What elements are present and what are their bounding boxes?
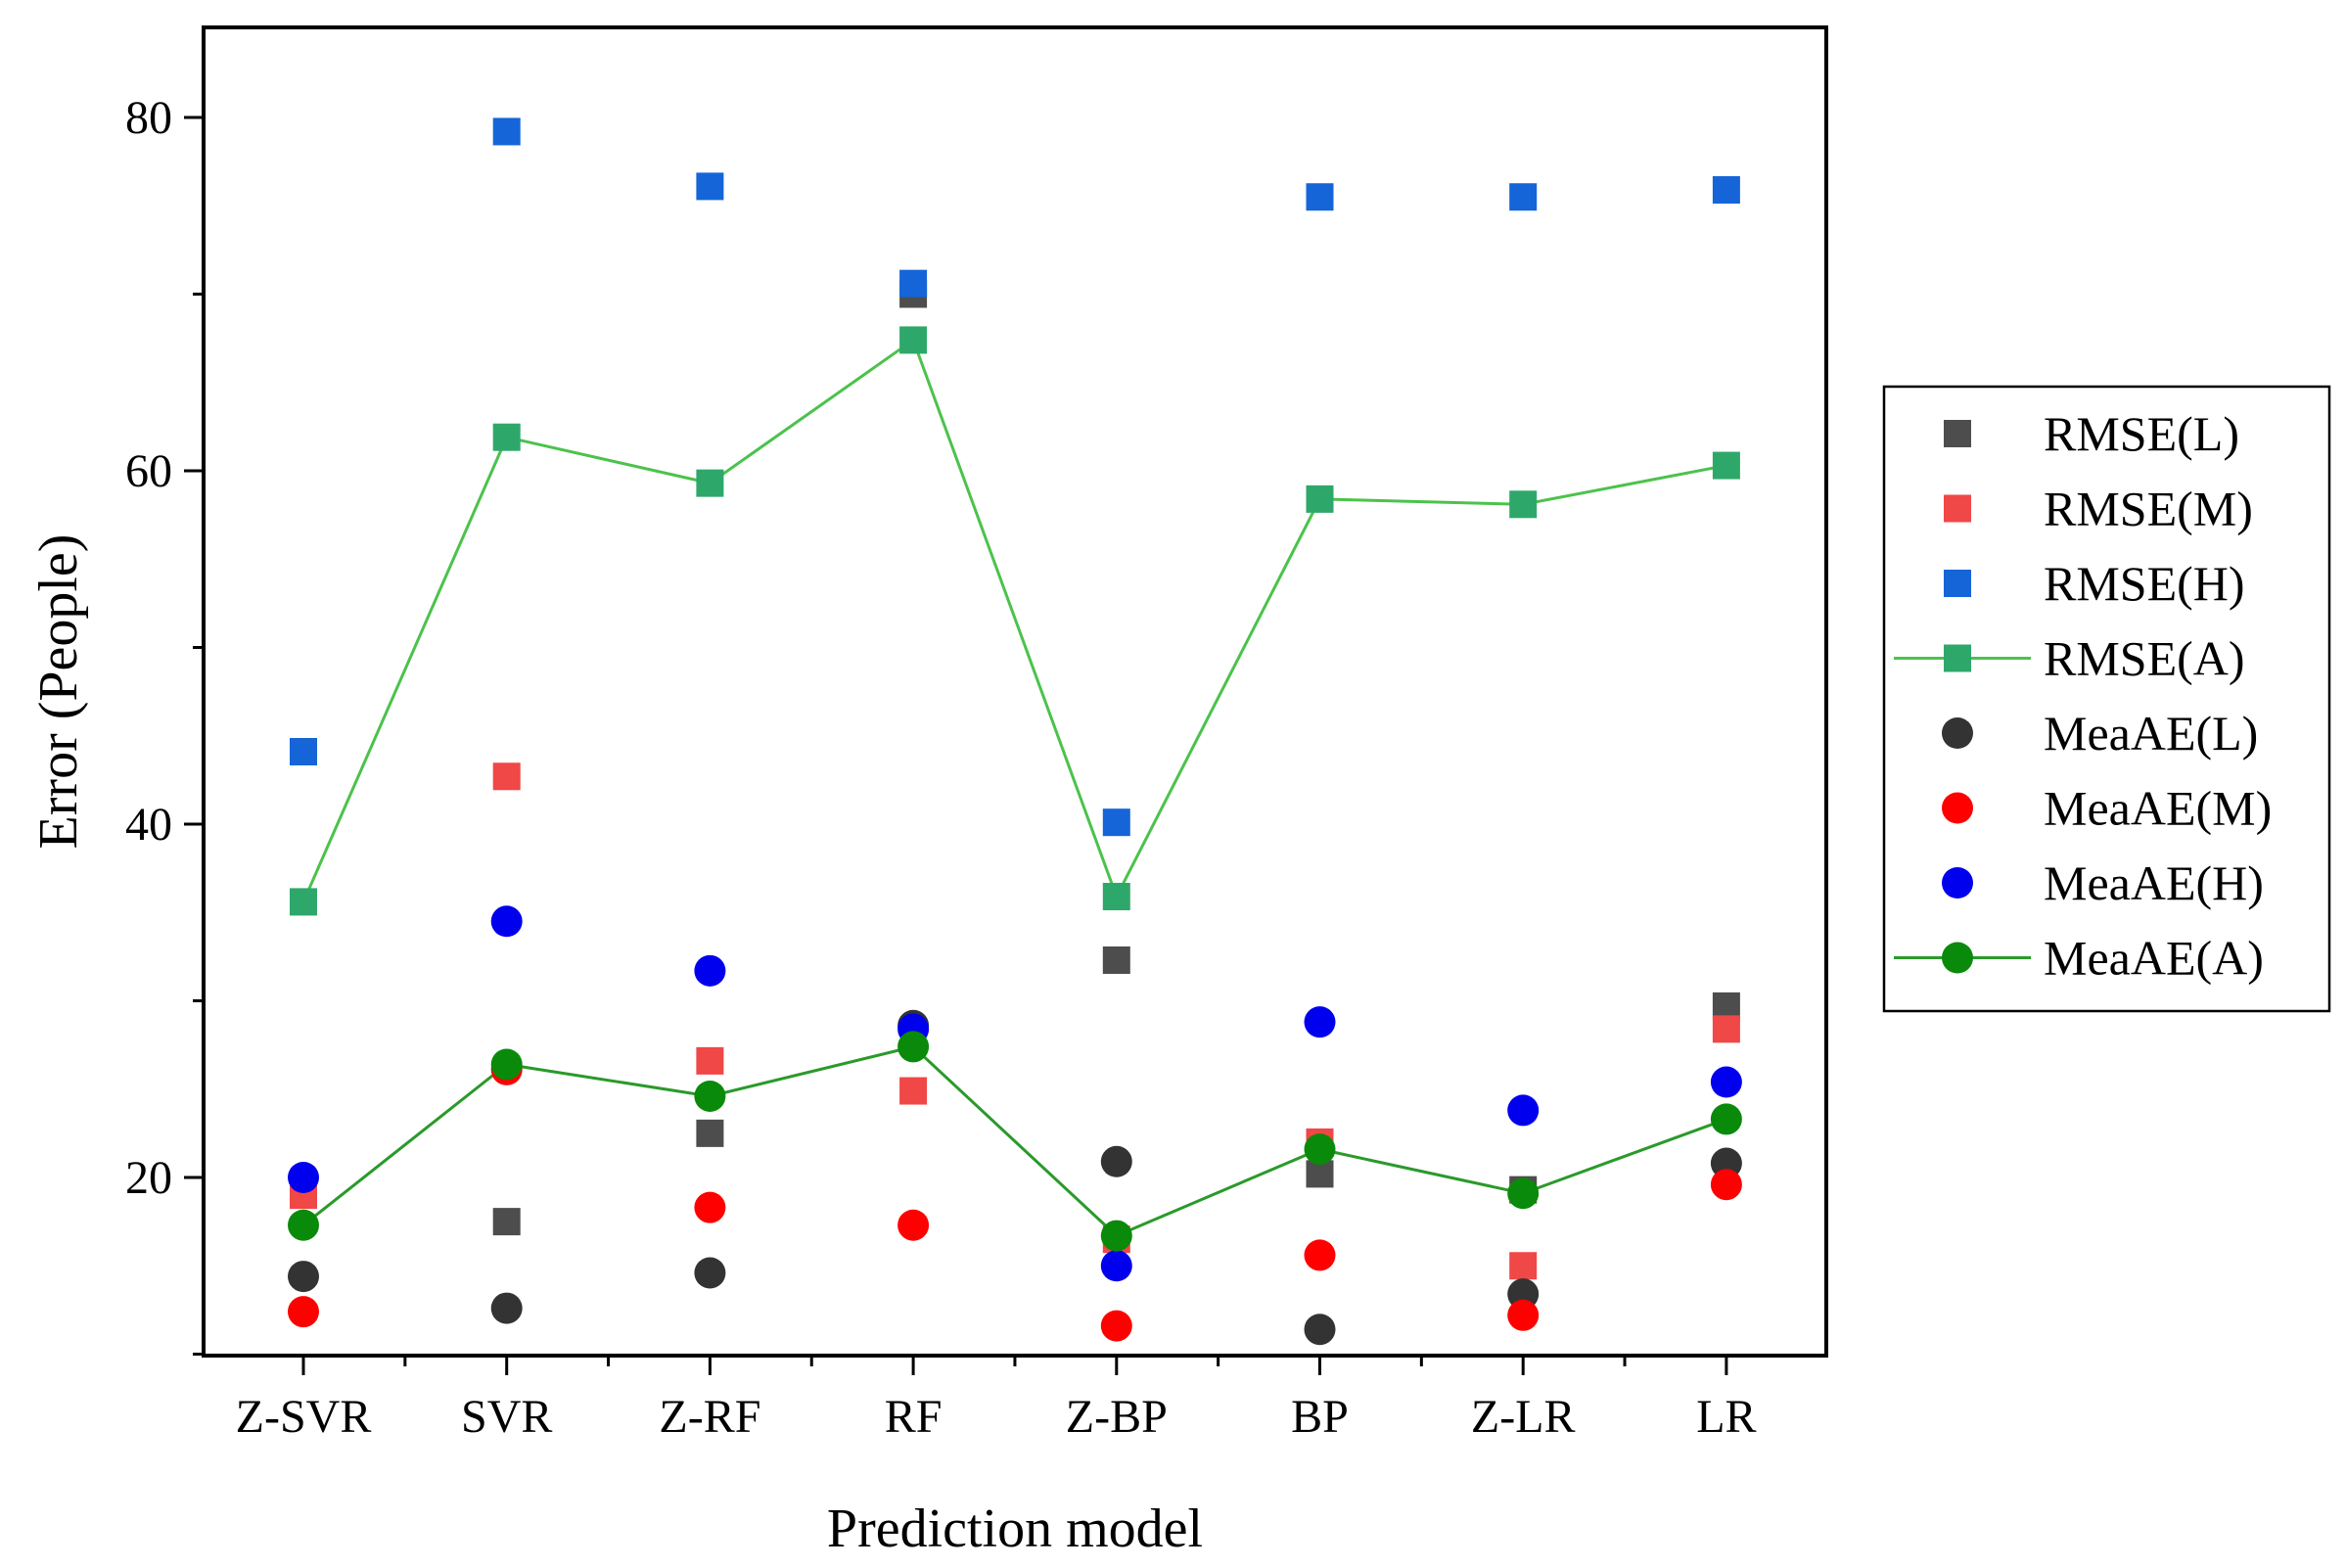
y-axis-title: Error (People) [28,534,89,850]
legend-label-meaae-l: MeaAE(L) [2044,706,2258,761]
point-meaae-m [1507,1299,1540,1331]
point-meaae-m [1304,1239,1336,1271]
plot-frame [202,25,1828,1358]
x-axis-title: Prediction model [827,1499,1203,1559]
point-rmse-a [1509,490,1538,519]
point-meaae-l [1304,1314,1336,1346]
legend-label-rmse-h: RMSE(H) [2044,556,2245,611]
point-meaae-l [490,1292,523,1324]
x-tick-label: LR [1696,1391,1756,1443]
point-rmse-m [899,1077,928,1105]
legend-marker-meaae-h [1942,867,1973,899]
series-line-meaae-a [302,1044,1727,1238]
legend-label-rmse-a: RMSE(A) [2044,631,2245,686]
y-tick-label: 80 [125,92,172,144]
point-meaae-a [1507,1177,1540,1210]
legend-label-meaae-m: MeaAE(M) [2044,781,2272,836]
point-rmse-m [492,762,521,791]
point-meaae-h [288,1162,319,1193]
point-rmse-l [492,1208,521,1236]
point-meaae-h [490,905,523,938]
x-tick-label: RF [885,1391,943,1443]
point-meaae-h [1710,1066,1742,1098]
point-rmse-h [1509,183,1538,211]
point-rmse-l [1102,945,1130,974]
point-meaae-a [1304,1133,1336,1166]
x-tick-label: Z-LR [1471,1391,1576,1443]
point-meaae-l [694,1257,726,1289]
x-tick-label: SVR [461,1391,552,1443]
y-tick-label: 40 [125,799,172,851]
point-meaae-m [1710,1169,1742,1201]
legend-label-meaae-h: MeaAE(H) [2044,855,2264,910]
series-line-rmse-a [301,338,1727,903]
point-meaae-h [1507,1094,1540,1127]
point-meaae-m [1100,1310,1132,1342]
point-rmse-a [899,326,928,354]
point-meaae-a [490,1048,523,1081]
point-meaae-a [288,1209,319,1241]
legend-label-rmse-l: RMSE(L) [2044,406,2239,461]
legend: RMSE(L) RMSE(M) RMSE(H) RMSE(A) MeaAE(L) MeaA… [1882,385,2331,1013]
x-tick-label: Z-SVR [236,1391,372,1443]
point-rmse-a [1102,883,1130,911]
point-rmse-h [290,737,317,765]
point-meaae-h [694,954,726,987]
point-meaae-l [288,1261,319,1293]
plot-area [288,117,1742,1346]
point-meaae-m [694,1191,726,1223]
point-rmse-h [1712,176,1740,205]
point-rmse-a [492,423,521,451]
legend-marker-meaae-l [1942,717,1973,749]
point-rmse-l [696,1119,724,1147]
point-rmse-h [1306,183,1334,211]
point-rmse-a [290,888,317,916]
point-meaae-h [1100,1250,1132,1282]
legend-marker-rmse-h [1944,570,1971,597]
legend-marker-rmse-l [1944,420,1971,447]
point-meaae-l [1100,1145,1132,1177]
point-meaae-a [897,1031,930,1063]
point-rmse-m [1712,1015,1740,1043]
point-rmse-a [1306,484,1334,513]
x-tick-label: Z-RF [659,1391,760,1443]
axes: 20 40 60 80 Z-SVR SVR Z-RF RF Z-BP BP Z-LR LR [125,25,1828,1443]
point-rmse-m [1509,1252,1538,1280]
point-rmse-h [696,172,724,201]
legend-box [1882,385,2331,1013]
legend-marker-rmse-a [1944,644,1971,672]
y-tick-label: 60 [125,445,172,497]
point-meaae-m [897,1209,930,1241]
point-rmse-h [492,117,521,146]
point-rmse-h [1102,808,1130,837]
point-meaae-m [288,1296,319,1328]
point-rmse-a [1712,451,1740,480]
point-meaae-a [694,1080,726,1112]
legend-label-rmse-m: RMSE(M) [2044,482,2253,536]
point-meaae-a [1100,1220,1132,1252]
point-rmse-a [696,469,724,497]
x-tick-label: BP [1291,1391,1349,1443]
y-tick-label: 20 [125,1152,172,1204]
point-rmse-h [899,269,928,298]
legend-marker-rmse-m [1944,494,1971,523]
legend-marker-meaae-a [1942,942,1973,974]
x-tick-label: Z-BP [1066,1391,1168,1443]
legend-marker-meaae-m [1942,792,1973,824]
point-meaae-h [1304,1006,1336,1038]
point-meaae-a [1710,1103,1742,1135]
legend-label-meaae-a: MeaAE(A) [2044,931,2264,986]
point-rmse-l [1712,992,1740,1020]
point-rmse-m [696,1046,724,1075]
